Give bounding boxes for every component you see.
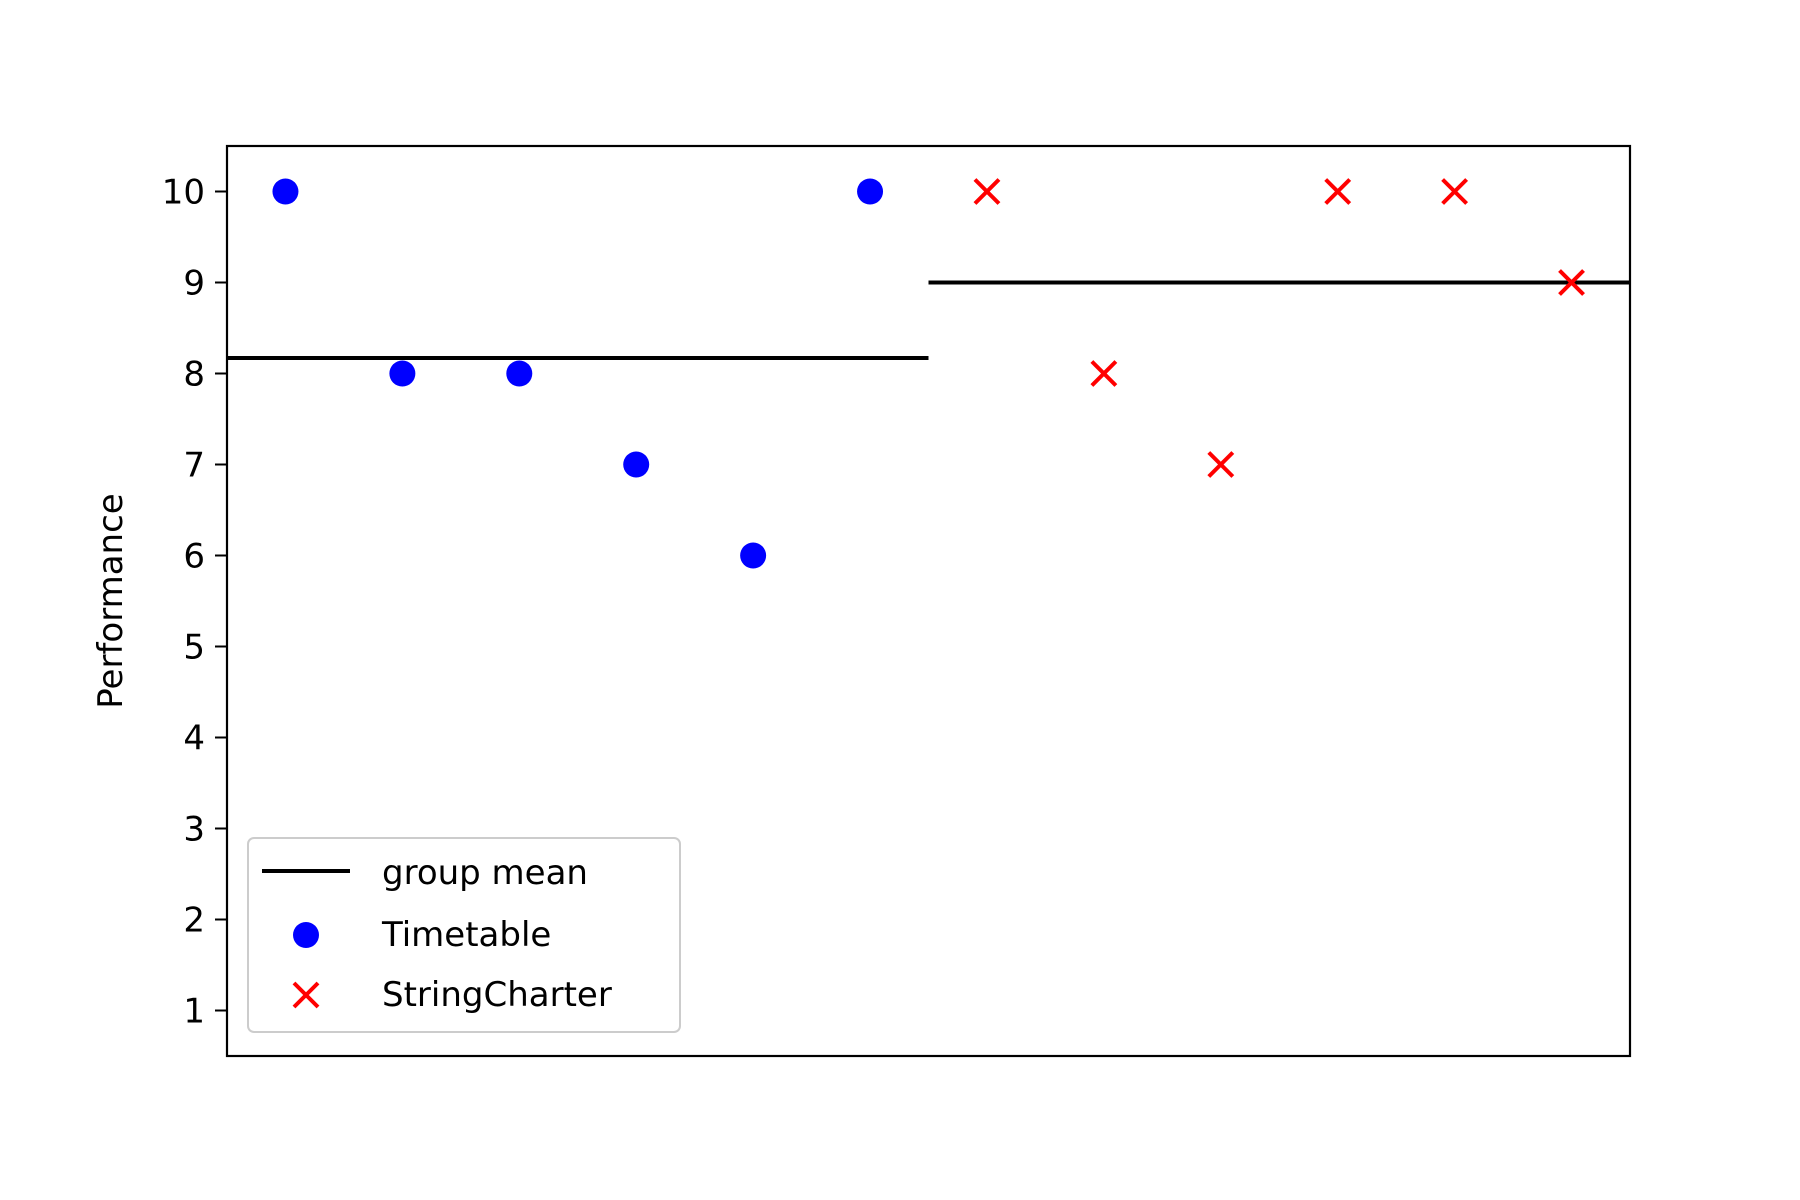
y-tick-label-1: 1 bbox=[183, 992, 205, 1032]
timetable-point-4 bbox=[623, 451, 650, 478]
timetable-point-5 bbox=[740, 542, 767, 569]
stringcharter-point-6 bbox=[1558, 269, 1585, 296]
legend: group mean Timetable StringCharter bbox=[247, 837, 681, 1033]
y-axis: 1 2 3 4 5 6 7 8 9 10 bbox=[162, 173, 227, 1032]
legend-label-stringcharter: StringCharter bbox=[382, 975, 612, 1015]
legend-frame bbox=[247, 837, 681, 1033]
plot-frame bbox=[225, 144, 1632, 1058]
y-tick-label-2: 2 bbox=[183, 901, 205, 941]
legend-timetable-marker bbox=[293, 922, 319, 948]
data-points bbox=[272, 178, 1585, 569]
y-tick-label-9: 9 bbox=[183, 264, 205, 304]
y-tick-label-6: 6 bbox=[183, 537, 205, 577]
y-tick-label-4: 4 bbox=[183, 719, 205, 759]
timetable-point-2 bbox=[389, 360, 416, 387]
stringcharter-point-3 bbox=[1207, 451, 1235, 478]
stringcharter-point-4 bbox=[1324, 178, 1352, 205]
timetable-point-6 bbox=[857, 178, 884, 205]
y-tick-label-10: 10 bbox=[162, 173, 205, 213]
y-tick-label-5: 5 bbox=[183, 628, 205, 668]
timetable-point-1 bbox=[272, 178, 299, 205]
stringcharter-point-2 bbox=[1090, 360, 1118, 387]
y-tick-label-8: 8 bbox=[183, 355, 205, 395]
legend-stringcharter-marker bbox=[292, 981, 320, 1009]
y-tick-label-7: 7 bbox=[183, 446, 205, 486]
y-axis-label: Performance bbox=[91, 493, 131, 708]
y-tick-label-3: 3 bbox=[183, 810, 205, 850]
stringcharter-point-1 bbox=[973, 178, 1001, 205]
group-mean-lines bbox=[227, 280, 1630, 361]
stringcharter-point-5 bbox=[1441, 178, 1469, 205]
legend-label-timetable: Timetable bbox=[381, 915, 551, 955]
legend-label-group-mean: group mean bbox=[382, 853, 588, 893]
timetable-point-3 bbox=[506, 360, 533, 387]
